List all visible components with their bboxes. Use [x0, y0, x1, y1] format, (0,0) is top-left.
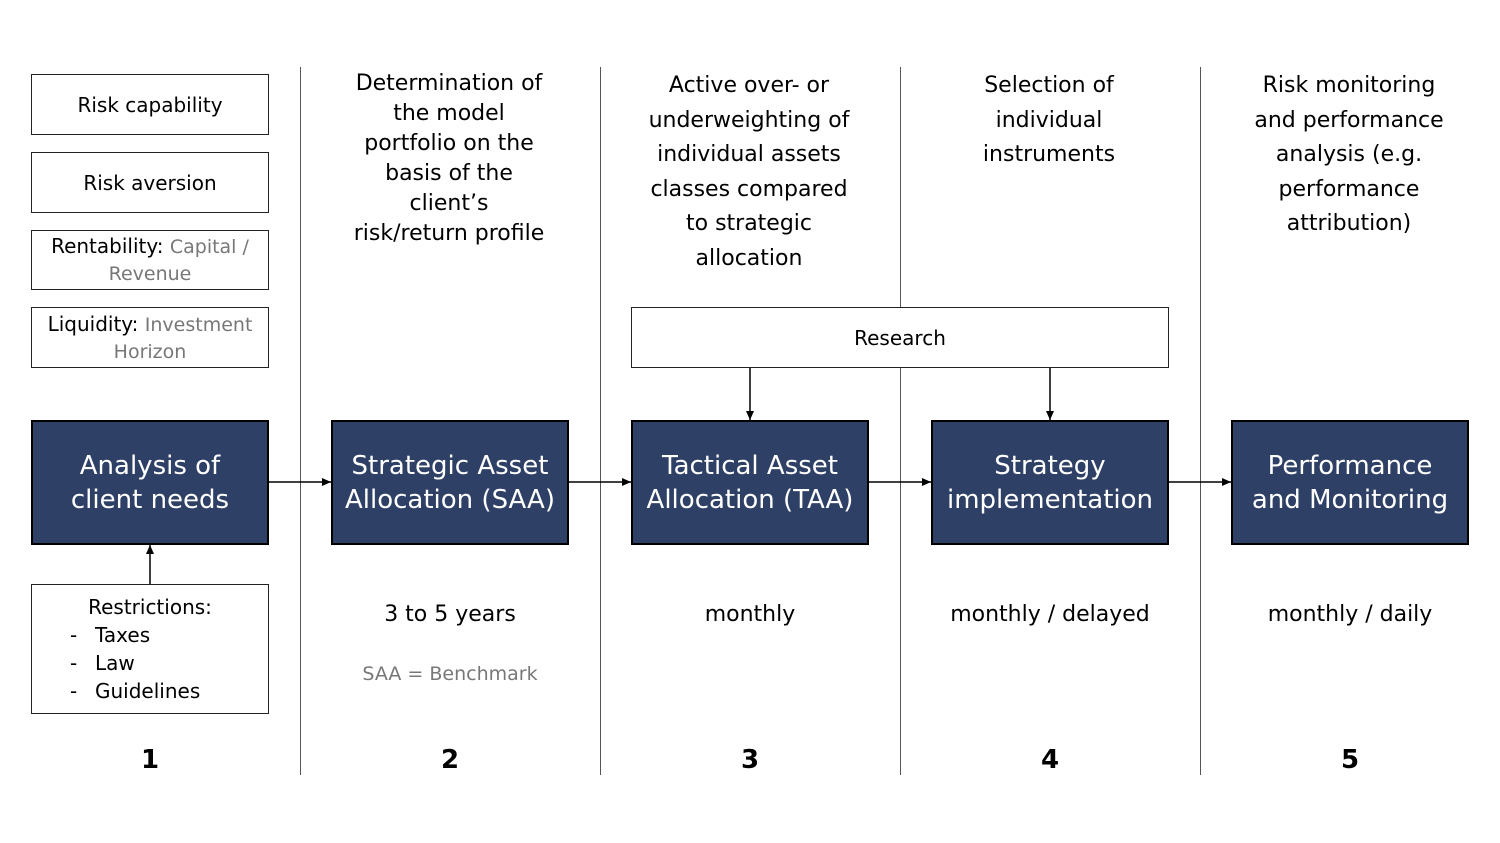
restriction-item: Guidelines: [70, 677, 268, 705]
risk-capability-label: Risk capability: [77, 92, 223, 117]
restrictions-box: Restrictions: Taxes Law Guidelines: [31, 584, 269, 714]
column-divider-1: [300, 67, 301, 775]
description-line: individual assets: [657, 142, 841, 167]
description-line: allocation: [695, 245, 803, 271]
description-line: attribution): [1286, 211, 1412, 236]
stage-title-line: Performance: [1267, 450, 1433, 481]
rentability-label: Rentability:: [51, 234, 164, 258]
stage-title-line: Tactical Asset: [661, 450, 838, 481]
stage-title-line: Allocation (SAA): [344, 484, 555, 515]
implementation-frequency: monthly / delayed: [950, 602, 1150, 627]
risk-aversion-box: Risk aversion: [31, 152, 269, 213]
implementation-description: Selection of individual instruments: [929, 69, 1169, 173]
liquidity-label: Liquidity:: [47, 311, 139, 336]
liquidity-value: Investment Horizon: [113, 313, 253, 363]
saa-description: Determination of the model portfolio on …: [329, 69, 569, 249]
restrictions-title: Restrictions:: [88, 595, 212, 619]
rentability-box: Rentability: Capital / Revenue: [31, 230, 269, 290]
stage-implementation: Strategy implementation: [931, 420, 1169, 545]
liquidity-box: Liquidity: Investment Horizon: [31, 307, 269, 368]
description-line: the model: [393, 101, 505, 126]
description-line: Active over- or: [668, 73, 830, 98]
monitoring-description: Risk monitoring and performance analysis…: [1229, 69, 1469, 242]
description-line: Risk monitoring: [1262, 73, 1436, 98]
description-line: basis of the: [385, 161, 513, 186]
description-line: risk/return profile: [353, 221, 545, 246]
step-number-1: 1: [140, 745, 160, 775]
description-line: performance: [1278, 176, 1420, 202]
stage-title-line: Strategic Asset: [351, 450, 549, 481]
description-line: to strategic: [685, 211, 813, 236]
monitoring-frequency: monthly / daily: [1267, 602, 1433, 627]
description-line: client’s: [409, 191, 489, 216]
stage-title-line: client needs: [70, 484, 230, 515]
stage-title-line: Strategy: [994, 450, 1106, 481]
description-line: and performance: [1254, 107, 1444, 133]
description-line: instruments: [982, 142, 1116, 167]
saa-frequency: 3 to 5 years: [384, 602, 516, 627]
restrictions-list: Taxes Law Guidelines: [32, 621, 268, 705]
rentability-value: Capital / Revenue: [108, 236, 249, 285]
saa-benchmark-note: SAA = Benchmark: [362, 663, 538, 685]
stage-title-line: implementation: [946, 484, 1153, 515]
step-number-3: 3: [740, 745, 760, 775]
stage-title-line: and Monitoring: [1251, 484, 1449, 515]
column-divider-3-bottom: [900, 367, 901, 775]
description-line: analysis (e.g.: [1275, 142, 1423, 167]
stage-saa: Strategic Asset Allocation (SAA): [331, 420, 569, 545]
taa-description: Active over- or underweighting of indivi…: [629, 69, 869, 276]
stage-title-line: Analysis of: [79, 450, 221, 481]
description-line: Determination of: [355, 71, 543, 96]
description-line: Selection of: [984, 73, 1114, 98]
stage-client-needs: Analysis of client needs: [31, 420, 269, 545]
taa-frequency: monthly: [704, 602, 796, 627]
stage-taa: Tactical Asset Allocation (TAA): [631, 420, 869, 545]
description-line: individual: [995, 107, 1103, 133]
restriction-item: Law: [70, 649, 268, 677]
column-divider-4: [1200, 67, 1201, 775]
description-line: underweighting of: [648, 107, 850, 133]
risk-capability-box: Risk capability: [31, 74, 269, 135]
research-box: Research: [631, 307, 1169, 368]
column-divider-2: [600, 67, 601, 775]
stage-title-line: Allocation (TAA): [646, 484, 854, 515]
restriction-item: Taxes: [70, 621, 268, 649]
research-label: Research: [854, 325, 946, 350]
risk-aversion-label: Risk aversion: [83, 170, 217, 195]
stage-monitoring: Performance and Monitoring: [1231, 420, 1469, 545]
step-number-4: 4: [1040, 745, 1060, 775]
description-line: classes compared: [650, 176, 848, 202]
column-divider-3-top: [900, 67, 901, 307]
description-line: portfolio on the: [364, 131, 534, 156]
step-number-2: 2: [440, 745, 460, 775]
step-number-5: 5: [1340, 745, 1360, 775]
